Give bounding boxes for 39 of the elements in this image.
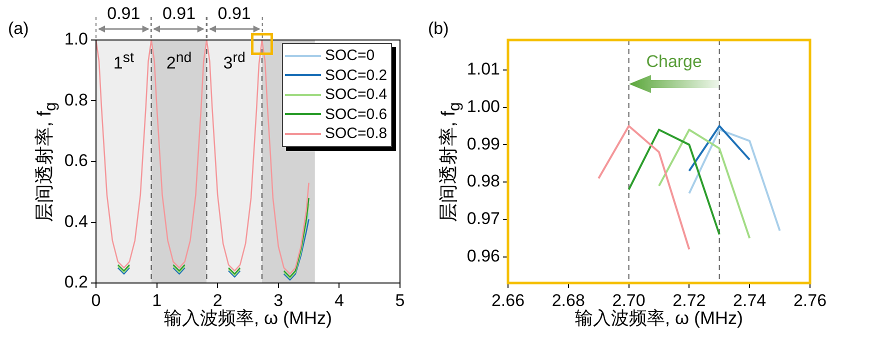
y-tick-label: 1.0 — [64, 30, 88, 49]
x-tick-label: 2.72 — [672, 290, 706, 310]
y-tick-label: 0.98 — [466, 172, 500, 191]
x-tick-label: 1 — [152, 290, 162, 310]
band-label: 2$^{nd}$ — [166, 50, 192, 74]
annotation: Charge — [646, 52, 702, 72]
x-tick-label: 2.70 — [612, 290, 646, 310]
x-tick-label: 2.74 — [733, 290, 766, 310]
y-tick-label: 0.8 — [64, 90, 88, 110]
x-tick-label: 2 — [212, 290, 222, 310]
legend-label: SOC=0.8 — [325, 125, 388, 142]
chart-title: (a) — [8, 19, 29, 39]
x-tick-label: 4 — [334, 290, 344, 310]
y-tick-label: 0.6 — [64, 151, 88, 170]
x-axis-title: 输入波频率, ω (MHz) — [164, 307, 332, 330]
x-tick-label: 2.66 — [491, 290, 525, 310]
text: 0.91 — [218, 4, 251, 24]
y-tick-label: 0.97 — [466, 209, 500, 228]
y-tick-label: 0.96 — [466, 246, 500, 266]
text: 0.91 — [162, 4, 196, 24]
x-tick-label: 3 — [274, 290, 284, 310]
y-tick-label: 0.99 — [466, 134, 500, 154]
y-tick-label: 0.2 — [64, 272, 88, 292]
band-label: 3$^{rd}$ — [223, 50, 246, 74]
text: 0.91 — [107, 4, 140, 24]
y-tick-label: 1.01 — [466, 60, 500, 79]
x-tick-label: 2.76 — [793, 290, 827, 310]
x-tick-label: 2.68 — [552, 290, 585, 310]
y-tick-label: 1.00 — [466, 96, 500, 116]
legend-label: SOC=0.4 — [325, 86, 388, 104]
chart-title: (b) — [428, 19, 449, 39]
legend-label: SOC=0.2 — [325, 66, 388, 84]
x-tick-label: 5 — [395, 290, 405, 310]
band-label: 1$^{st}$ — [113, 50, 134, 74]
y-tick-label: 0.4 — [64, 212, 88, 231]
legend-label: SOC=0 — [325, 47, 375, 64]
legend-label: SOC=0.6 — [325, 106, 388, 123]
x-tick-label: 0 — [91, 290, 101, 310]
x-axis-title: 输入波频率, ω (MHz) — [574, 307, 744, 330]
